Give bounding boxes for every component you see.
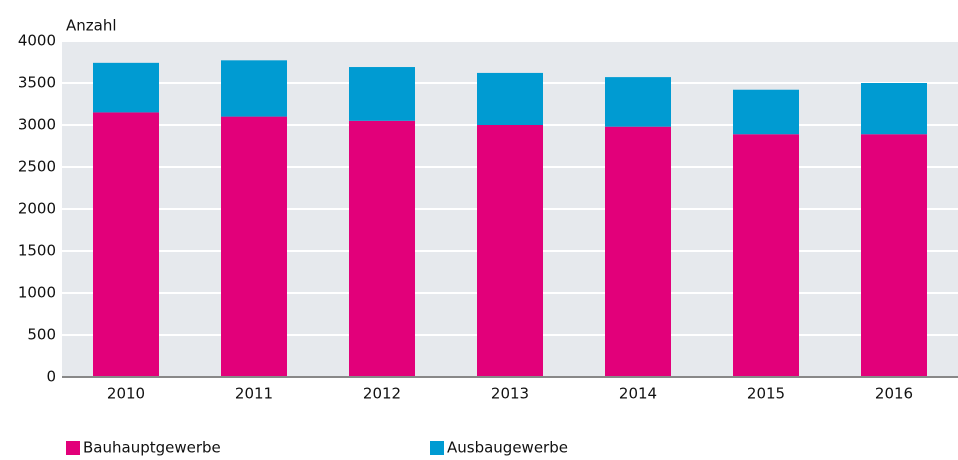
x-tick-label: 2012 [363, 385, 401, 403]
y-tick-label: 0 [46, 368, 56, 386]
y-tick-label: 1000 [18, 284, 56, 302]
bar-segment [349, 67, 415, 121]
bar-segment [221, 116, 287, 377]
bar-segment [605, 126, 671, 378]
legend-swatch [66, 441, 80, 455]
bar-segment [477, 125, 543, 377]
bar-segment [733, 89, 799, 135]
y-tick-label: 2000 [18, 200, 56, 218]
bar-segment [93, 112, 159, 378]
x-tick-label: 2015 [747, 385, 785, 403]
bar-segment [733, 134, 799, 377]
bar-segment [221, 60, 287, 117]
y-tick-label: 3500 [18, 74, 56, 92]
bar-segment [861, 134, 927, 377]
y-tick-label: 2500 [18, 158, 56, 176]
x-tick-label: 2011 [235, 385, 273, 403]
bar-segment [93, 62, 159, 113]
y-tick-label: 500 [27, 326, 56, 344]
x-tick-label: 2010 [107, 385, 145, 403]
bar-segment [605, 77, 671, 127]
legend-swatch [430, 441, 444, 455]
x-tick-label: 2016 [875, 385, 913, 403]
legend-label: Bauhauptgewerbe [83, 439, 221, 457]
bar-segment [861, 83, 927, 135]
y-axis-label: Anzahl [66, 17, 117, 35]
bar-segment [477, 72, 543, 125]
y-tick-label: 4000 [18, 32, 56, 50]
x-tick-label: 2014 [619, 385, 657, 403]
legend-label: Ausbaugewerbe [447, 439, 568, 457]
bar-segment [349, 120, 415, 378]
x-tick-label: 2013 [491, 385, 529, 403]
y-tick-label: 1500 [18, 242, 56, 260]
y-tick-label: 3000 [18, 116, 56, 134]
